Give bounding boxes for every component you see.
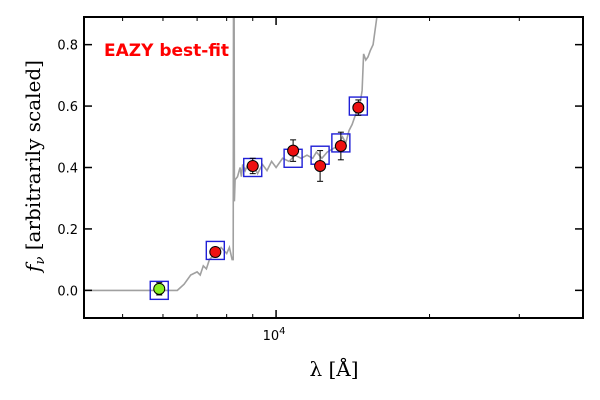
x-tick-label-exponent: 4 bbox=[279, 326, 285, 337]
plot-area: 0.0 0.2 0.4 0.6 0.8 104 bbox=[57, 16, 584, 344]
x-tick-label: 104 bbox=[263, 326, 286, 344]
model-photometry-box-0 bbox=[149, 280, 169, 301]
observed-point-1 bbox=[209, 245, 222, 258]
y-axis-label-subscript: ν bbox=[33, 257, 48, 265]
y-tick-label-4: 0.8 bbox=[57, 39, 78, 54]
observed-point-2 bbox=[246, 159, 259, 172]
observed-point-5 bbox=[334, 140, 347, 152]
y-axis-label: fν [arbitrarily scaled] bbox=[21, 60, 48, 274]
y-tick-label-0: 0.0 bbox=[57, 284, 78, 299]
observed-point-3 bbox=[287, 144, 300, 157]
observed-point-4 bbox=[314, 159, 327, 172]
y-tick-label-2: 0.4 bbox=[57, 162, 78, 177]
observed-point-0 bbox=[153, 282, 166, 295]
x-tick-label-base: 10 bbox=[263, 329, 280, 344]
y-tick-label-1: 0.2 bbox=[57, 223, 78, 238]
chart-annotation: EAZY best-fit bbox=[104, 41, 229, 61]
y-tick-label-3: 0.6 bbox=[57, 100, 78, 115]
y-axis-label-rest: [arbitrarily scaled] bbox=[21, 60, 45, 257]
model-photometry-box-1 bbox=[205, 240, 226, 261]
observed-point-6 bbox=[352, 101, 365, 114]
plot-frame bbox=[83, 16, 584, 319]
x-axis-label: λ [Å] bbox=[309, 356, 358, 381]
